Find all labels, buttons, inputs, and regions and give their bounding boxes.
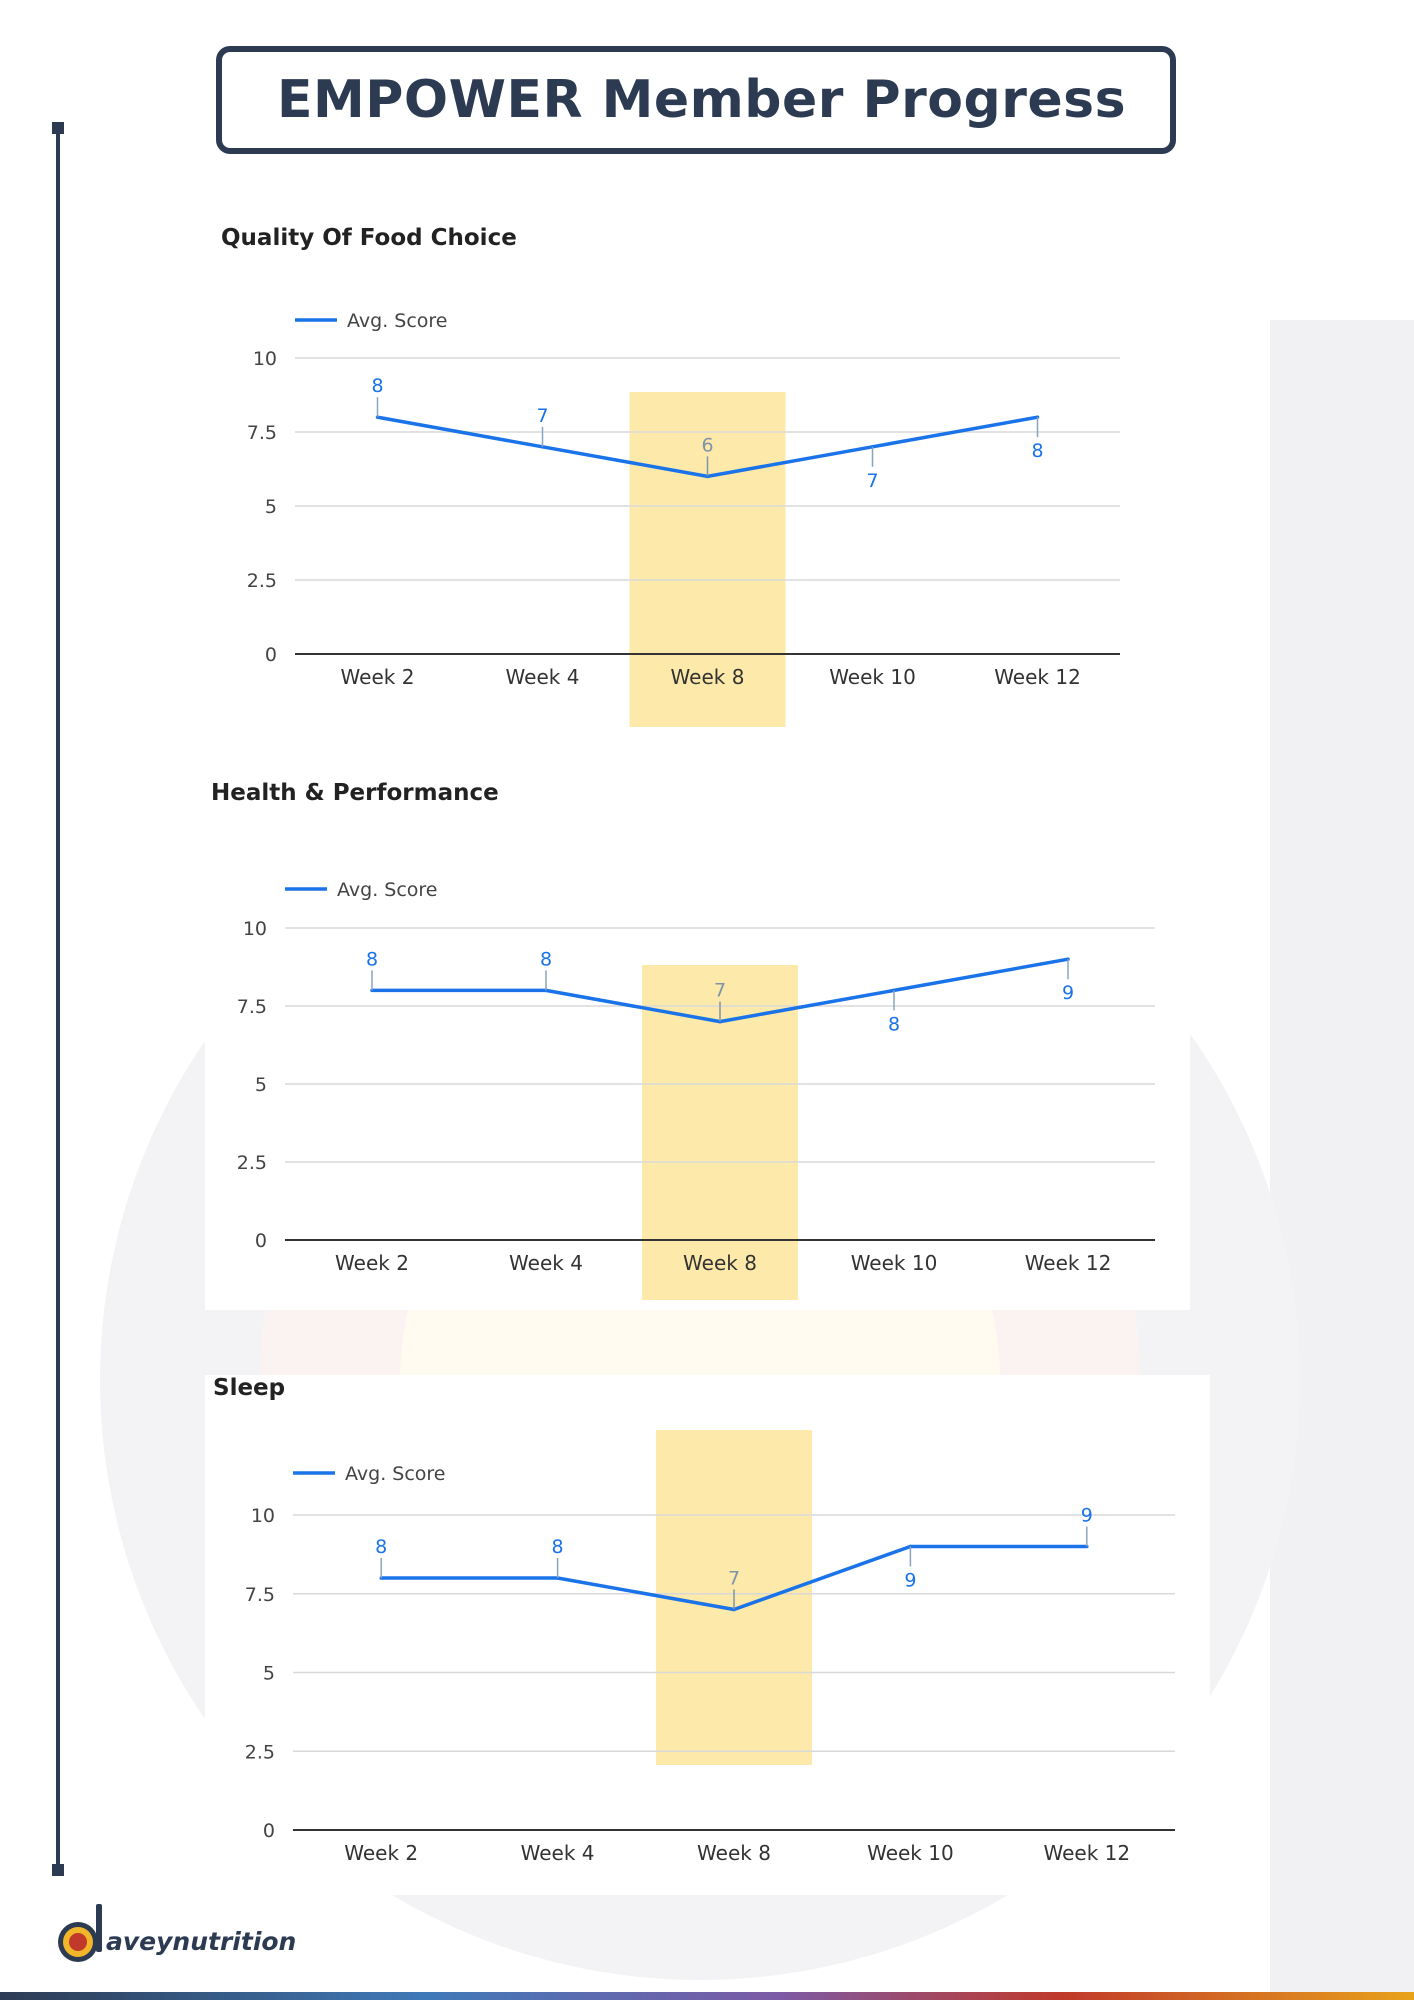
y-tick-label: 0 <box>263 1820 275 1842</box>
chart-quality-of-food-choice: Quality Of Food Choice 0 2.5 5 7.5 10 Week 2 W… <box>205 210 1165 765</box>
data-label: 8 <box>552 1536 564 1558</box>
series-line-segment <box>705 445 875 479</box>
chart-plot: 0 2.5 5 7.5 10 Week 2 Week 4 Week 8 Week 10 Week … <box>237 879 1155 1300</box>
x-tick-label: Week 10 <box>851 1251 938 1275</box>
y-tick-label: 2.5 <box>245 1741 275 1763</box>
data-label: 8 <box>1031 440 1043 462</box>
brand-logo: aveynutrition <box>52 1902 296 1962</box>
data-label: 7 <box>536 405 548 427</box>
footer-gradient-bar <box>0 1992 1414 2000</box>
series-line-segment <box>732 1544 913 1612</box>
y-tick-label: 0 <box>265 644 277 666</box>
y-tick-label: 5 <box>255 1074 267 1096</box>
x-tick-label: Week 8 <box>671 665 745 689</box>
series-line-segment <box>718 988 896 1024</box>
legend-label: Avg. Score <box>347 310 447 332</box>
x-tick-label: Week 4 <box>509 1251 583 1275</box>
y-tick-label: 2.5 <box>247 570 277 592</box>
chart-health-performance: Health & Performance 0 2.5 5 7.5 10 Week 2 Wee… <box>205 765 1190 1310</box>
y-tick-label: 7.5 <box>245 1584 275 1606</box>
series-line-segment <box>540 445 710 479</box>
y-tick-label: 5 <box>263 1663 275 1685</box>
series-line-segment <box>375 415 545 449</box>
data-label: 6 <box>701 434 713 456</box>
x-tick-label: Week 8 <box>697 1841 771 1865</box>
x-tick-label: Week 8 <box>683 1251 757 1275</box>
page-title: EMPOWER Member Progress <box>277 70 1127 130</box>
x-tick-label: Week 4 <box>506 665 580 689</box>
page-title-box: EMPOWER Member Progress <box>216 46 1176 154</box>
y-tick-label: 7.5 <box>247 422 277 444</box>
data-label: 8 <box>888 1013 900 1035</box>
data-label: 9 <box>1081 1505 1093 1527</box>
data-label: 7 <box>714 980 726 1002</box>
data-label: 7 <box>728 1568 740 1590</box>
brand-wordmark: aveynutrition <box>106 1927 297 1956</box>
x-tick-label: Week 2 <box>344 1841 418 1865</box>
data-label: 8 <box>540 948 552 970</box>
series-line-segment <box>555 1576 736 1612</box>
chart-title: Quality Of Food Choice <box>221 225 517 251</box>
series-line-segment <box>870 415 1040 449</box>
legend-label: Avg. Score <box>337 879 437 901</box>
y-tick-label: 10 <box>251 1505 275 1527</box>
data-label: 9 <box>904 1570 916 1592</box>
x-tick-label: Week 2 <box>335 1251 409 1275</box>
chart-plot: 0 2.5 5 7.5 10 Week 2 Week 4 Week 8 Week 10 Week … <box>247 310 1120 727</box>
y-tick-label: 2.5 <box>237 1152 267 1174</box>
y-tick-label: 10 <box>243 918 267 940</box>
data-label: 8 <box>371 375 383 397</box>
x-tick-label: Week 12 <box>994 665 1081 689</box>
data-label: 8 <box>366 948 378 970</box>
logo-mark-icon <box>58 1904 102 1962</box>
y-tick-label: 10 <box>253 348 277 370</box>
highlight-band <box>629 392 786 727</box>
x-tick-label: Week 10 <box>829 665 916 689</box>
y-tick-label: 7.5 <box>237 996 267 1018</box>
data-label: 8 <box>375 1536 387 1558</box>
data-label: 9 <box>1062 982 1074 1004</box>
chart-title: Health & Performance <box>211 780 499 806</box>
chart-sleep: Sleep 0 2.5 5 7.5 10 Week 2 Week 4 Week 8 Week 1… <box>205 1375 1210 1895</box>
y-tick-label: 5 <box>265 496 277 518</box>
chart-title: Sleep <box>213 1375 286 1401</box>
y-tick-label: 0 <box>255 1230 267 1252</box>
x-tick-label: Week 12 <box>1043 1841 1130 1865</box>
x-tick-label: Week 10 <box>867 1841 954 1865</box>
x-tick-label: Week 12 <box>1025 1251 1112 1275</box>
legend-label: Avg. Score <box>345 1463 445 1485</box>
data-label: 7 <box>866 470 878 492</box>
x-tick-label: Week 4 <box>521 1841 595 1865</box>
x-tick-label: Week 2 <box>341 665 415 689</box>
timeline-rail <box>52 122 64 1876</box>
chart-plot: 0 2.5 5 7.5 10 Week 2 Week 4 Week 8 Week 10 Week … <box>245 1430 1175 1865</box>
series-line-segment <box>544 988 722 1024</box>
series-line-segment <box>892 957 1070 993</box>
